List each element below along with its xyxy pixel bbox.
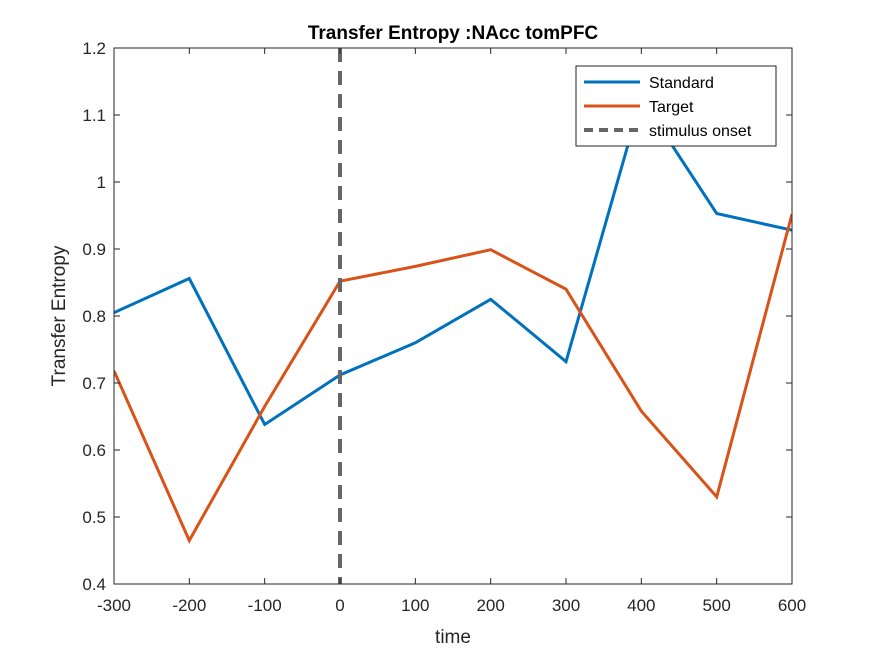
legend-label: Standard [649,75,714,92]
series-line-standard [114,94,792,427]
y-tick-label: 0.8 [82,307,106,326]
x-tick-label: -100 [248,596,282,615]
x-axis-label: time [435,627,471,648]
x-tick-label: 200 [476,596,504,615]
legend-label: Target [649,99,694,116]
y-axis-label: Transfer Entropy [49,245,70,386]
x-tick-label: 0 [335,596,344,615]
ticks: -300 -200 -100 0 100 200 300 400 500 600 0.4 0.5 0.6… [82,39,806,615]
x-tick-label: -300 [97,596,131,615]
x-tick-label: 300 [552,596,580,615]
y-tick-label: 0.6 [82,441,106,460]
y-tick-label: 0.4 [82,575,106,594]
y-tick-label: 1 [97,173,106,192]
y-tick-label: 1.2 [82,39,106,58]
plot-lines [114,48,792,584]
y-tick-label: 1.1 [82,106,106,125]
series-line-target [114,213,792,544]
x-tick-label: 600 [778,596,806,615]
legend: Standard Target stimulus onset [575,65,777,147]
y-tick-label: 0.5 [82,508,106,527]
x-tick-label: 400 [627,596,655,615]
y-tick-label: 0.9 [82,240,106,259]
x-tick-label: 500 [702,596,730,615]
y-tick-label: 0.7 [82,374,106,393]
x-tick-label: 100 [401,596,429,615]
x-tick-label: -200 [172,596,206,615]
legend-label: stimulus onset [649,123,752,140]
chart-title: Transfer Entropy :NAcc tomPFC [308,23,599,44]
